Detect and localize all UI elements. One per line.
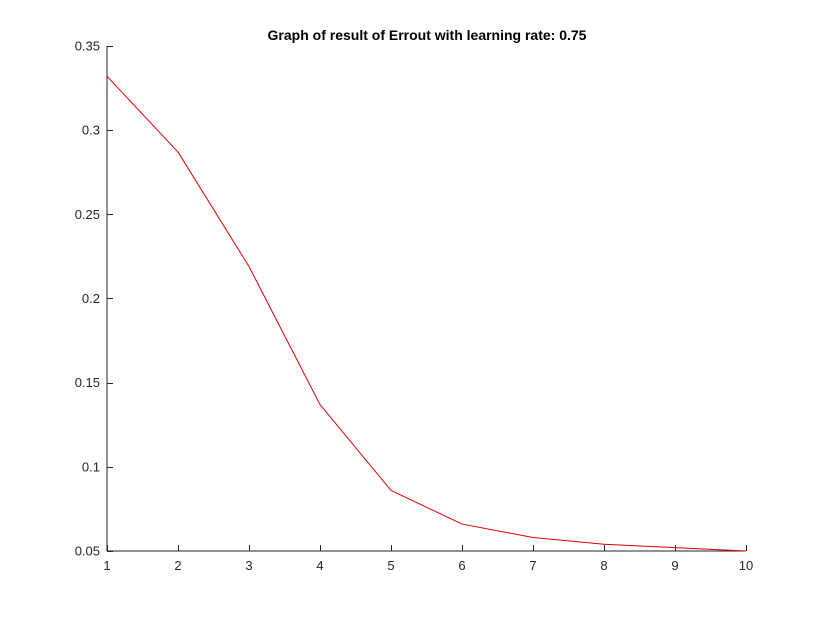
- data-point: [603, 544, 604, 545]
- y-tick-label: 0.25: [75, 207, 100, 222]
- y-tick-label: 0.1: [82, 459, 100, 474]
- data-point: [461, 523, 462, 524]
- y-tick-label: 0.15: [75, 375, 100, 390]
- data-point: [106, 76, 107, 77]
- x-tick-label: 4: [316, 558, 323, 573]
- data-point: [532, 537, 533, 538]
- data-point: [674, 547, 675, 548]
- x-tick-label: 9: [671, 558, 678, 573]
- data-point: [390, 490, 391, 491]
- data-point: [177, 151, 178, 152]
- axes: 1 2 3 4 5 6 7 8 9 10 0.05 0.1 0.15 0.2 0.25 0.3 0.35: [75, 39, 754, 574]
- y-tick-label: 0.2: [82, 291, 100, 306]
- x-tick-label: 1: [103, 558, 110, 573]
- x-tick-label: 5: [387, 558, 394, 573]
- series-layer: [106, 75, 747, 552]
- data-point: [745, 550, 746, 551]
- y-tick-label: 0.3: [82, 123, 100, 138]
- x-tick-label: 8: [600, 558, 607, 573]
- x-tick-label: 2: [174, 558, 181, 573]
- y-tick-label: 0.35: [75, 39, 100, 54]
- data-point: [319, 404, 320, 405]
- x-tick-label: 7: [529, 558, 536, 573]
- chart-title: Graph of result of Errout with learning …: [268, 27, 587, 43]
- x-tick-label: 10: [739, 558, 753, 573]
- y-tick-label: 0.05: [75, 544, 100, 559]
- data-point: [248, 266, 249, 267]
- series-line: [106, 75, 747, 552]
- x-tick-label: 3: [245, 558, 252, 573]
- x-tick-label: 6: [458, 558, 465, 573]
